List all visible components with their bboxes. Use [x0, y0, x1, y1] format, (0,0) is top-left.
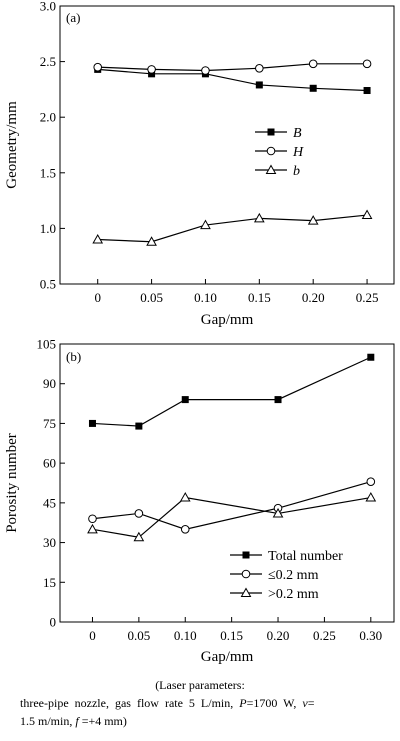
caption: (Laser parameters: three-pipe nozzle, ga…: [0, 676, 400, 730]
panel-a-point-1: [147, 65, 156, 74]
panel-a-legend-label-2: b: [293, 164, 300, 179]
panel-b-point-0: [181, 396, 189, 404]
panel-b-point-2: [272, 507, 284, 518]
panel-a-point-1: [93, 62, 103, 72]
panel-a-point-1: [255, 63, 264, 73]
panel-b-xtick-label: 0: [89, 628, 96, 643]
panel-b-series-line-2: [92, 496, 371, 538]
panel-b-legend-label-2: >0.2 mm: [268, 587, 319, 602]
panel-a-point-1: [308, 59, 318, 69]
panel-a-point-2: [253, 212, 265, 223]
panel-b-ytick-label: 30: [43, 535, 56, 550]
panel-a-point-0: [363, 87, 371, 95]
panel-b-label: (b): [66, 349, 81, 364]
caption-line-3a: 1.5 m/min,: [20, 714, 76, 728]
panel-b-point-0: [135, 422, 143, 430]
panel-b-point-1: [366, 477, 376, 486]
panel-a-xlabel: Gap/mm: [201, 312, 254, 328]
caption-line-2: three-pipe nozzle, gas flow rate 5 L/min…: [0, 694, 400, 712]
panel-b-point-1: [134, 509, 144, 518]
panel-a-xtick-label: 0.05: [140, 290, 163, 305]
panel-a-legend-marker-2: [265, 164, 277, 174]
panel-b-ytick-label: 45: [43, 495, 56, 510]
panel-a-ytick-label: 3.0: [40, 0, 56, 14]
panel-b-plot-area: [59, 343, 395, 623]
panel-b-point-2: [179, 492, 191, 502]
panel-b-legend-label-0: Total number: [268, 549, 343, 564]
panel-a-point-0: [148, 70, 156, 78]
panel-b-ytick-label: 0: [50, 615, 57, 630]
panel-a-xtick-label: 0.10: [194, 290, 217, 305]
panel-a-xtick-label: 0.25: [356, 290, 379, 305]
panel-b-point-1: [88, 514, 97, 524]
panel-b-xtick-label: 0.20: [267, 628, 290, 643]
panel-a-point-2: [92, 234, 104, 244]
caption-P: P: [239, 696, 247, 710]
panel-b-xtick-label: 0.10: [174, 628, 197, 643]
panel-a-point-0: [309, 84, 317, 92]
panel-b-point-2: [87, 523, 98, 534]
panel-a-point-1: [362, 59, 372, 69]
panel-b-ylabel: Porosity number: [4, 433, 20, 533]
panel-a-point-2: [307, 215, 319, 225]
panel-a-xtick-label: 0.15: [248, 290, 271, 305]
panel-b-ytick-label: 75: [43, 416, 56, 431]
panel-b-ytick-label: 105: [37, 337, 57, 352]
panel-b-point-1: [180, 525, 190, 534]
panel-a-xtick-label: 0.20: [302, 290, 325, 305]
panel-a-point-2: [361, 209, 373, 220]
panel-a-series-line-1: [97, 63, 368, 72]
panel-a-ytick-label: 2.5: [40, 54, 56, 69]
panel-b-xlabel: Gap/mm: [201, 649, 254, 665]
panel-b-point-2: [365, 492, 377, 502]
panel-b-legend-marker-1: [241, 569, 251, 579]
panel-a-ytick-label: 0.5: [40, 277, 56, 292]
panel-b-legend-marker-0: [242, 551, 250, 559]
caption-v: v: [302, 696, 308, 710]
panel-a-ylabel: Geometry/mm: [4, 101, 20, 189]
panel-b-point-0: [88, 419, 96, 427]
panel-a-point-1: [201, 66, 210, 75]
caption-line-2b: =1700 W,: [246, 696, 303, 710]
panel-a-legend-label-0: B: [293, 126, 302, 141]
panel-a-legend-label-1: H: [292, 145, 304, 160]
panel-a-label: (a): [66, 10, 80, 25]
panel-a-ytick-label: 1.5: [40, 165, 56, 180]
caption-line-3b: =+4 mm): [78, 714, 127, 728]
panel-a-ytick-label: 1.0: [40, 221, 56, 236]
panel-a-point-0: [255, 81, 263, 89]
panel-a-series-line-0: [97, 68, 368, 92]
caption-line-2c: =: [307, 696, 315, 710]
caption-line-3: 1.5 m/min, f =+4 mm): [0, 712, 400, 730]
panel-b-ytick-label: 15: [43, 575, 56, 590]
panel-a-legend-marker-1: [266, 146, 276, 156]
panel-b-xtick-label: 0.30: [359, 628, 382, 643]
panel-a-point-2: [200, 219, 211, 230]
panel-b-series-line-0: [92, 356, 372, 427]
panel-b-legend-label-1: ≤0.2 mm: [268, 568, 319, 583]
panel-b-legend-marker-2: [240, 587, 252, 597]
panel-a-legend-marker-0: [267, 128, 275, 136]
panel-b-xtick-label: 0.15: [220, 628, 243, 643]
panel-a-series-line-2: [97, 214, 368, 243]
panel-b-xtick-label: 0.25: [313, 628, 336, 643]
caption-line-2a: three-pipe nozzle, gas flow rate 5 L/min…: [20, 696, 240, 710]
caption-f: f: [75, 714, 79, 728]
panel-b-point-0: [274, 396, 282, 404]
panel-b-xtick-label: 0.05: [127, 628, 150, 643]
panel-b-point-0: [367, 353, 375, 361]
caption-line-1: (Laser parameters:: [155, 678, 245, 692]
panel-a-ytick-label: 2.0: [40, 110, 56, 125]
panel-a-xtick-label: 0: [94, 290, 101, 305]
panel-b-ytick-label: 60: [43, 456, 56, 471]
panel-a-point-2: [146, 236, 157, 246]
panel-a-plot-area: [59, 5, 395, 285]
panel-b-ytick-label: 90: [43, 376, 56, 391]
panel-b-point-2: [133, 531, 145, 542]
